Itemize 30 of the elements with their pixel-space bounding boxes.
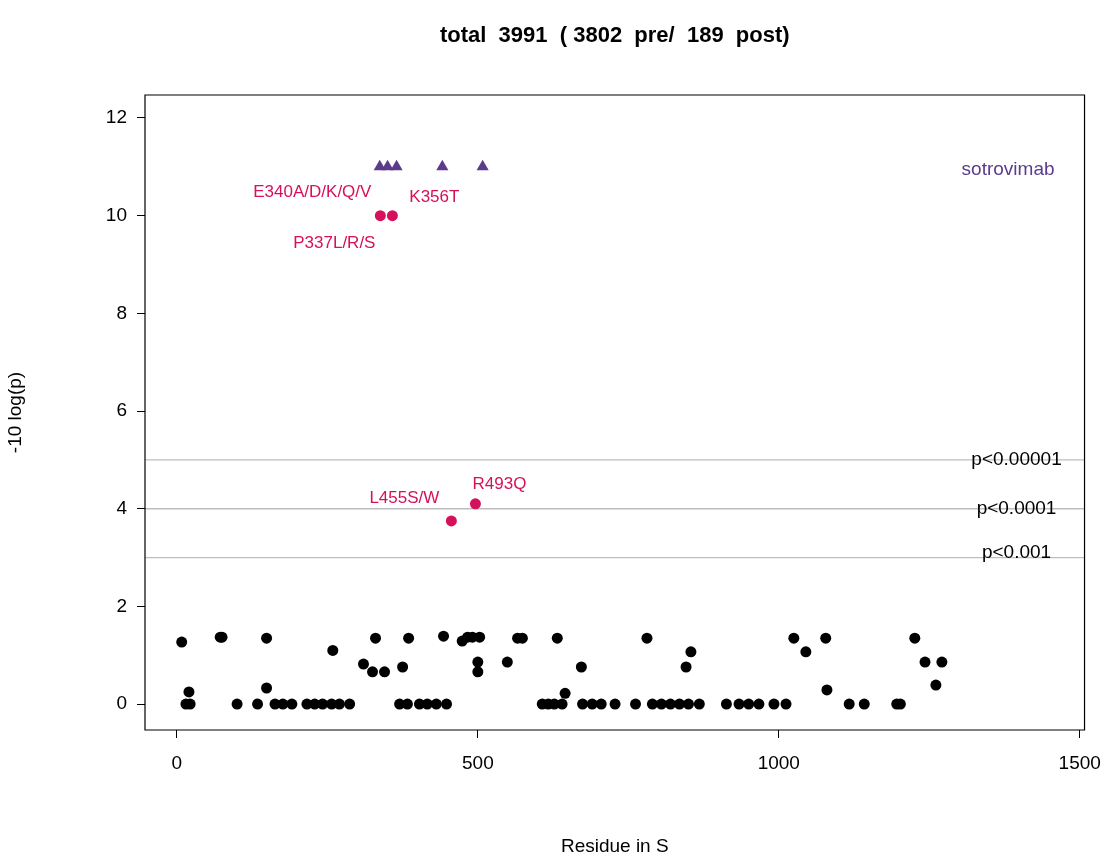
y-tick-label: 8 <box>116 301 127 323</box>
ref-line-label: p<0.00001 <box>971 448 1062 470</box>
y-tick-label: 10 <box>105 203 127 225</box>
annotation: E340A/D/K/Q/V <box>253 182 373 202</box>
y-axis-title: -10 log(p) <box>3 371 25 454</box>
y-tick-label: 12 <box>105 106 127 128</box>
y-tick-label: 2 <box>116 594 127 616</box>
y-tick-label: 6 <box>116 399 127 421</box>
point <box>386 210 398 222</box>
text: sotrovimab <box>961 158 1055 180</box>
annotation: L455S/W <box>369 487 440 507</box>
y-tick-label: 4 <box>116 496 128 518</box>
y-tick-label: 0 <box>116 692 127 714</box>
point <box>436 159 449 171</box>
point <box>445 515 457 527</box>
x-axis-title: Residue in S <box>560 834 669 856</box>
x-tick-label: 500 <box>461 751 494 773</box>
point <box>469 498 481 510</box>
point <box>390 159 403 171</box>
x-tick-label: 1000 <box>757 751 800 773</box>
point <box>374 210 386 222</box>
x-tick-label: 1500 <box>1058 751 1101 773</box>
chart-title: total 3991 ( 3802 pre/ 189 post) <box>439 22 790 48</box>
ref-line-label: p<0.001 <box>981 540 1052 562</box>
x-tick-label: 0 <box>171 751 183 773</box>
annotation: R493Q <box>472 473 527 493</box>
annotation: P337L/R/S <box>293 233 376 253</box>
point <box>476 159 489 171</box>
annotation: K356T <box>409 187 460 207</box>
ref-line-label: p<0.0001 <box>976 496 1057 518</box>
